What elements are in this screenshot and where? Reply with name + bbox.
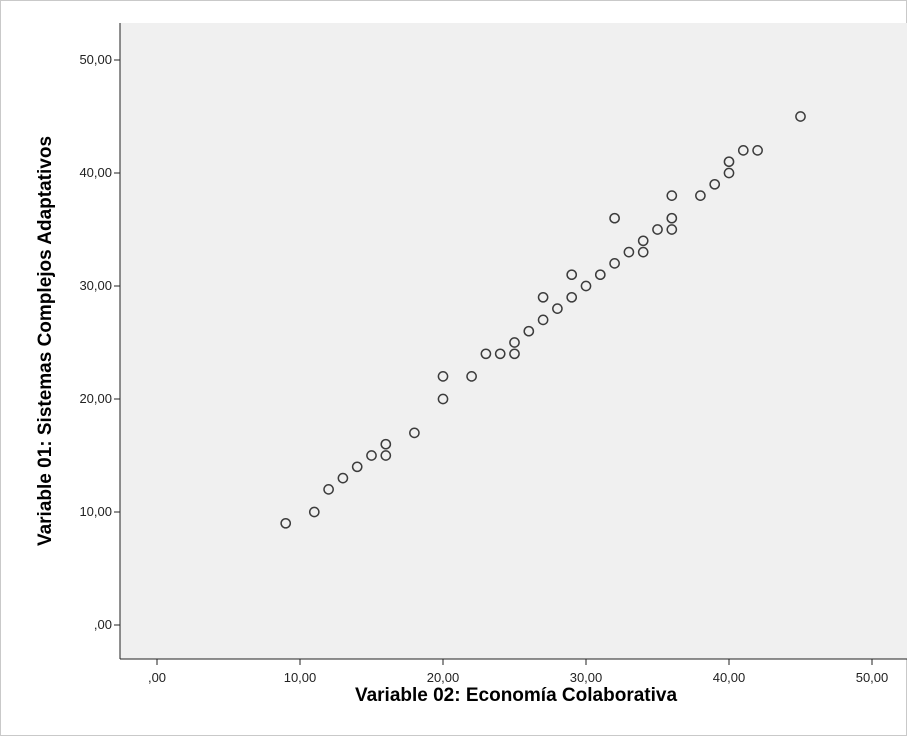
y-tick-label: 20,00 (79, 391, 112, 406)
scatter-point (380, 438, 392, 450)
scatter-point (351, 461, 363, 473)
scatter-point (537, 291, 549, 303)
scatter-point (366, 450, 377, 461)
scatter-point (666, 224, 678, 235)
scatter-point (308, 506, 320, 518)
scatter-point (566, 269, 578, 281)
scatter-point (337, 472, 349, 484)
scatter-point (437, 393, 449, 405)
x-axis-title: Variable 02: Economía Colaborativa (355, 685, 677, 706)
x-tick-label: 30,00 (570, 670, 603, 685)
y-axis-ticks: ,00 10,00 20,00 30,00 40,00 50,00 (79, 52, 120, 632)
x-tick-label: 20,00 (427, 670, 460, 685)
scatter-point (637, 246, 649, 258)
scatter-point (666, 190, 678, 201)
scatter-point (494, 348, 506, 360)
scatter-point (552, 303, 563, 314)
scatter-point (652, 224, 663, 235)
x-tick-label: 10,00 (284, 670, 317, 685)
scatter-point (580, 280, 592, 292)
scatter-point (437, 371, 449, 382)
plot-area (120, 23, 907, 659)
scatter-point (323, 484, 334, 495)
scatter-point (609, 212, 620, 224)
scatter-point (623, 246, 635, 258)
data-points (280, 111, 806, 529)
scatter-point (723, 167, 735, 179)
scatter-point (637, 235, 649, 247)
y-tick-label: 40,00 (79, 165, 112, 180)
scatter-point (795, 111, 806, 122)
scatter-point (480, 348, 492, 360)
x-axis-ticks: ,00 10,00 20,00 30,00 40,00 50,00 (148, 659, 888, 685)
scatter-point (695, 190, 706, 201)
scatter-point (737, 145, 749, 156)
scatter-point (609, 258, 620, 269)
scatter-point (723, 156, 735, 168)
scatter-point (280, 517, 292, 529)
scatter-point (709, 178, 721, 190)
y-tick-label: 10,00 (79, 504, 112, 519)
scatter-point (566, 291, 578, 303)
scatter-point (594, 269, 606, 281)
scatter-point (466, 371, 477, 382)
x-tick-label: 50,00 (856, 670, 889, 685)
y-tick-label: ,00 (94, 617, 112, 632)
scatter-point (523, 325, 535, 337)
y-tick-label: 50,00 (79, 52, 112, 67)
scatter-point (409, 427, 420, 439)
scatter-point (380, 450, 392, 461)
scatter-point (537, 314, 549, 326)
x-tick-label: 40,00 (713, 670, 746, 685)
x-tick-label: ,00 (148, 670, 166, 685)
scatter-point (509, 348, 520, 360)
scatter-point (666, 212, 678, 224)
y-axis-title: Variable 01: Sistemas Complejos Adaptati… (35, 136, 56, 546)
scatter-point (752, 145, 763, 156)
y-tick-label: 30,00 (79, 278, 112, 293)
scatter-point (509, 337, 520, 348)
